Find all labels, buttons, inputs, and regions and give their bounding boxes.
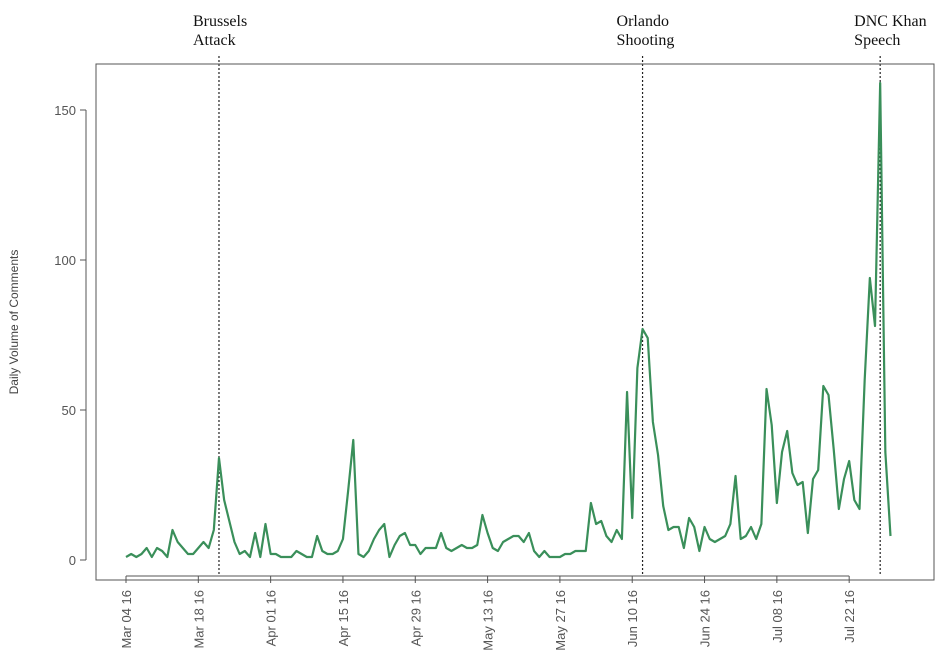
y-tick-label: 0	[69, 553, 76, 568]
x-tick-label: Jul 22 16	[842, 590, 857, 643]
x-tick-label: Mar 18 16	[191, 590, 206, 649]
event-label: Attack	[193, 32, 236, 49]
comment-volume-line	[125, 81, 892, 559]
x-tick-label: Jun 24 16	[698, 590, 713, 647]
x-tick-label: Apr 29 16	[408, 590, 423, 646]
y-tick-label: 150	[54, 103, 76, 118]
event-label: DNC Khan	[854, 13, 926, 30]
event-label: Orlando	[617, 13, 669, 30]
event-label: Shooting	[617, 32, 675, 49]
y-tick-label: 50	[62, 403, 76, 418]
x-tick-label: Apr 15 16	[336, 590, 351, 646]
x-tick-label: May 27 16	[553, 590, 568, 651]
event-label: Speech	[854, 32, 900, 49]
x-tick-label: Apr 01 16	[264, 590, 279, 646]
y-axis-title: Daily Volume of Comments	[7, 250, 21, 395]
plot-frame	[95, 63, 935, 581]
x-tick-label: Jun 10 16	[625, 590, 640, 647]
x-tick-label: Jul 08 16	[770, 590, 785, 643]
x-tick-label: May 13 16	[481, 590, 496, 651]
x-tick-label: Mar 04 16	[119, 590, 134, 649]
y-tick-label: 100	[54, 253, 76, 268]
event-label: Brussels	[193, 13, 247, 30]
